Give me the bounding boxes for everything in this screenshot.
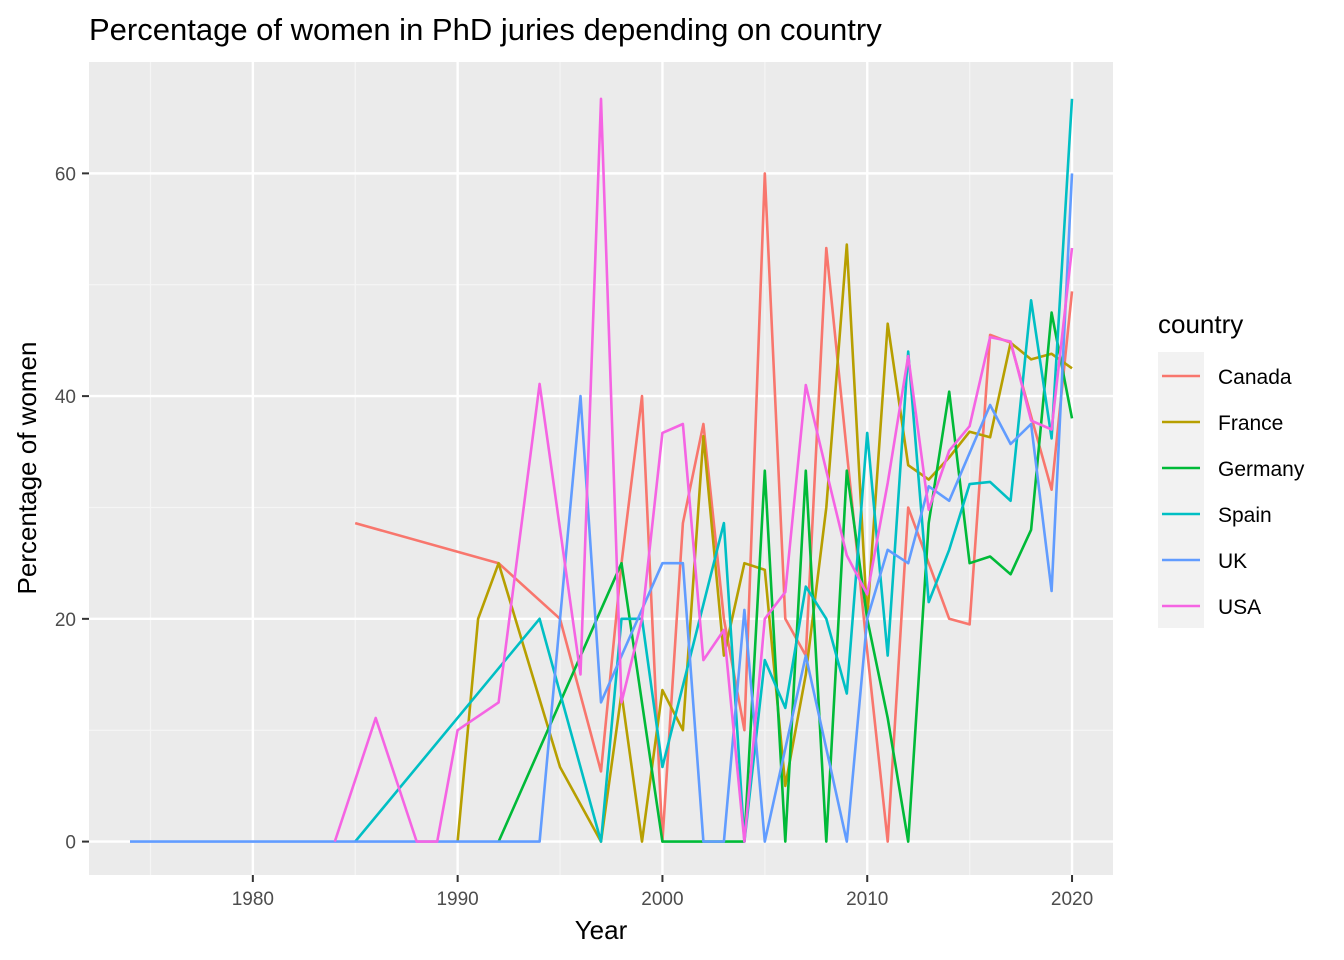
legend-label-spain: Spain xyxy=(1218,504,1272,527)
y-tick-label: 0 xyxy=(65,833,76,854)
y-tick-label: 60 xyxy=(55,164,76,185)
y-tick-label: 40 xyxy=(55,387,76,408)
chart-title: Percentage of women in PhD juries depend… xyxy=(89,12,882,47)
legend-label-usa: USA xyxy=(1218,596,1261,619)
x-tick-label: 2010 xyxy=(846,889,888,910)
legend-label-canada: Canada xyxy=(1218,366,1292,389)
legend-label-uk: UK xyxy=(1218,550,1247,573)
x-tick-label: 2000 xyxy=(641,889,683,910)
x-tick-label: 1990 xyxy=(436,889,478,910)
y-tick-label: 20 xyxy=(55,610,76,631)
y-axis: 0 20 40 60 xyxy=(55,164,89,854)
series-line-usa xyxy=(333,97,1074,843)
legend: country Canada France Germany Spain UK USA xyxy=(1158,309,1305,628)
legend-label-germany: Germany xyxy=(1218,458,1305,481)
legend-key-background xyxy=(1158,352,1204,628)
legend-label-france: France xyxy=(1218,412,1283,435)
x-tick-label: 1980 xyxy=(232,889,274,910)
series-lines xyxy=(130,97,1074,843)
x-tick-label: 2020 xyxy=(1051,889,1093,910)
series-line-uk xyxy=(130,173,1074,843)
x-axis: 1980 1990 2000 2010 2020 xyxy=(232,875,1093,910)
x-axis-title: Year xyxy=(575,915,628,945)
series-line-germany xyxy=(497,311,1074,843)
legend-title: country xyxy=(1158,309,1243,339)
series-line-france xyxy=(456,243,1073,843)
y-axis-title: Percentage of women xyxy=(12,342,42,595)
